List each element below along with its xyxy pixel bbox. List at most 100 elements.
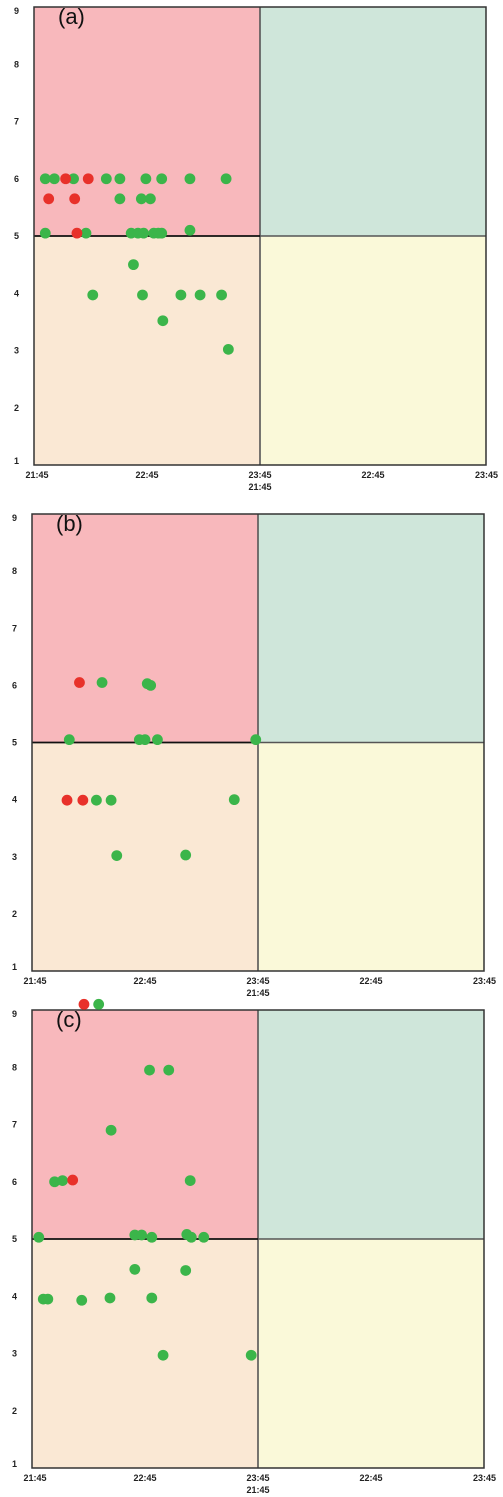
data-point xyxy=(144,1064,155,1076)
x-tick-label: 22:45 xyxy=(361,470,384,480)
data-point xyxy=(100,173,112,185)
data-point xyxy=(180,1265,192,1276)
data-point xyxy=(111,850,123,862)
y-tick-label: 1 xyxy=(12,962,17,972)
x-tick-label-second-axis: 21:45 xyxy=(246,988,269,998)
y-tick-label: 1 xyxy=(14,456,19,466)
data-point xyxy=(49,1176,60,1188)
panel-label: (a) xyxy=(58,4,85,29)
data-point xyxy=(228,794,240,806)
y-tick-label: 9 xyxy=(12,513,17,523)
y-tick-label: 8 xyxy=(12,1062,17,1072)
x-tick-label: 21:45 xyxy=(25,470,48,480)
data-point xyxy=(136,1229,148,1241)
data-point xyxy=(175,289,187,301)
y-tick-label: 8 xyxy=(14,59,19,69)
data-point xyxy=(68,173,79,185)
quadrant-top-left xyxy=(32,514,258,743)
y-tick-label: 2 xyxy=(12,909,17,919)
y-tick-label: 7 xyxy=(14,117,19,127)
panel-label: (b) xyxy=(56,511,83,536)
data-point xyxy=(48,173,60,185)
chart-panel-1: 1 2 3 4 5 6 7 8 9 21:45 22:45 23:45 22:45 23:45 21:45 (… xyxy=(14,4,498,492)
x-tick-label: 23:45 xyxy=(246,976,269,986)
data-point xyxy=(145,679,157,691)
data-point xyxy=(157,315,169,327)
data-point xyxy=(63,734,75,746)
data-point xyxy=(180,849,192,861)
x-tick-label: 23:45 xyxy=(473,976,496,986)
data-point xyxy=(184,173,196,185)
data-point xyxy=(91,794,102,806)
data-point xyxy=(104,1292,116,1304)
data-point xyxy=(42,1293,54,1305)
data-point xyxy=(152,734,163,746)
y-tick-label: 8 xyxy=(12,566,17,576)
data-point xyxy=(129,1263,141,1275)
y-tick-label: 5 xyxy=(14,231,19,241)
data-point xyxy=(144,193,156,205)
data-point xyxy=(135,193,147,205)
y-tick-label: 4 xyxy=(14,288,19,298)
data-point xyxy=(184,1175,196,1187)
y-tick-label: 5 xyxy=(12,1234,17,1244)
data-point xyxy=(185,1231,197,1243)
plot-frame xyxy=(31,513,485,972)
quadrant-top-right xyxy=(260,7,486,236)
x-tick-label: 22:45 xyxy=(135,470,158,480)
data-point xyxy=(60,173,72,185)
data-point xyxy=(69,193,81,205)
data-point xyxy=(146,1231,158,1243)
panel-label: (c) xyxy=(56,1007,82,1032)
data-point xyxy=(61,794,73,806)
data-point xyxy=(76,1294,88,1306)
x-tick-label: 23:45 xyxy=(246,1473,269,1483)
x-tick-label-second-axis: 21:45 xyxy=(248,482,271,492)
plot-frame xyxy=(31,1009,485,1469)
data-point xyxy=(137,289,148,301)
x-tick-label: 22:45 xyxy=(359,976,382,986)
quadrant-top-left xyxy=(32,1010,258,1239)
y-tick-label: 2 xyxy=(14,403,19,413)
x-tick-label: 21:45 xyxy=(23,976,46,986)
quadrant-bottom-left xyxy=(32,1239,258,1468)
x-tick-label-second-axis: 21:45 xyxy=(246,1485,269,1495)
x-tick-label: 22:45 xyxy=(133,1473,156,1483)
data-point xyxy=(74,677,85,688)
y-tick-label: 1 xyxy=(12,1459,17,1469)
y-tick-label: 6 xyxy=(12,1177,17,1187)
data-point xyxy=(39,227,51,239)
y-tick-label: 9 xyxy=(14,6,19,16)
y-tick-label: 3 xyxy=(12,1349,17,1359)
plot-frame xyxy=(33,6,487,466)
data-point xyxy=(138,227,150,239)
quadrant-bottom-left xyxy=(32,742,258,971)
data-point xyxy=(93,998,105,1010)
data-point xyxy=(220,173,232,185)
x-tick-label: 23:45 xyxy=(475,470,498,480)
data-point xyxy=(157,1349,169,1361)
data-point xyxy=(33,1231,45,1243)
x-tick-label: 22:45 xyxy=(359,1473,382,1483)
data-point xyxy=(77,794,89,806)
y-tick-label: 7 xyxy=(12,623,17,633)
y-tick-label: 6 xyxy=(12,680,17,690)
data-point xyxy=(128,259,139,271)
data-point xyxy=(114,193,126,205)
data-point xyxy=(156,173,168,185)
data-point xyxy=(216,289,227,301)
x-tick-label: 23:45 xyxy=(248,470,271,480)
data-point xyxy=(78,998,90,1010)
y-tick-label: 9 xyxy=(12,1009,17,1019)
data-point xyxy=(67,1174,79,1186)
data-point xyxy=(105,794,117,806)
data-point xyxy=(146,1292,158,1304)
chart-panel-2: 1 2 3 4 5 6 7 8 9 21:45 22:45 23:45 22:45 23:45 21:45 (… xyxy=(12,511,496,998)
data-point xyxy=(57,1175,68,1187)
data-point xyxy=(194,289,206,301)
x-tick-label: 23:45 xyxy=(473,1473,496,1483)
data-point xyxy=(87,289,99,301)
quadrant-bottom-right xyxy=(258,742,484,971)
data-point xyxy=(222,343,234,355)
